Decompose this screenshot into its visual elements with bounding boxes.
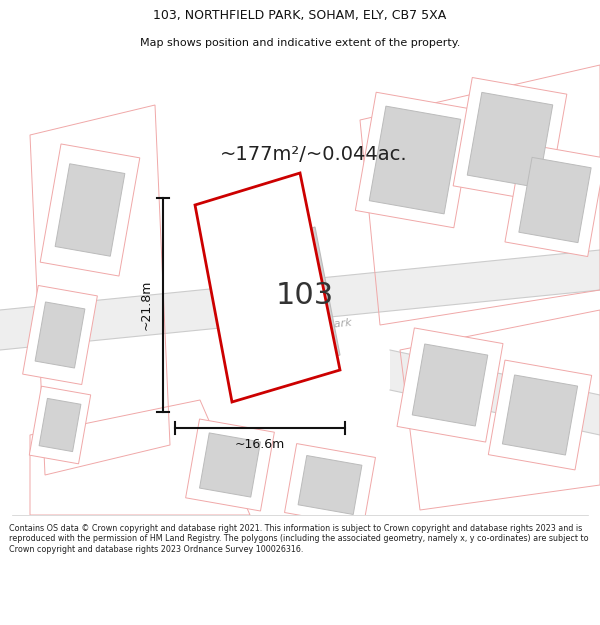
Polygon shape: [284, 444, 376, 526]
Text: Contains OS data © Crown copyright and database right 2021. This information is : Contains OS data © Crown copyright and d…: [9, 524, 589, 554]
Polygon shape: [505, 144, 600, 256]
Polygon shape: [298, 456, 362, 514]
Text: 103, NORTHFIELD PARK, SOHAM, ELY, CB7 5XA: 103, NORTHFIELD PARK, SOHAM, ELY, CB7 5X…: [154, 9, 446, 22]
Polygon shape: [185, 419, 274, 511]
Polygon shape: [55, 164, 125, 256]
Polygon shape: [453, 78, 567, 202]
Polygon shape: [397, 328, 503, 442]
Polygon shape: [39, 398, 81, 452]
Polygon shape: [40, 144, 140, 276]
Polygon shape: [519, 158, 591, 242]
Polygon shape: [195, 173, 340, 402]
Polygon shape: [412, 344, 488, 426]
Text: ~177m²/~0.044ac.: ~177m²/~0.044ac.: [220, 146, 407, 164]
Text: ~16.6m: ~16.6m: [235, 438, 285, 451]
Polygon shape: [390, 350, 600, 435]
Polygon shape: [240, 227, 340, 380]
Polygon shape: [0, 250, 600, 350]
Polygon shape: [355, 92, 475, 228]
Text: Northfield Park: Northfield Park: [268, 318, 352, 336]
Polygon shape: [488, 360, 592, 470]
Polygon shape: [29, 386, 91, 464]
Polygon shape: [23, 286, 97, 384]
Polygon shape: [35, 302, 85, 368]
Polygon shape: [369, 106, 461, 214]
Text: 103: 103: [276, 281, 334, 309]
Polygon shape: [502, 375, 578, 455]
Text: Map shows position and indicative extent of the property.: Map shows position and indicative extent…: [140, 38, 460, 48]
Polygon shape: [200, 433, 260, 497]
Polygon shape: [467, 92, 553, 188]
Text: ~21.8m: ~21.8m: [140, 280, 153, 330]
